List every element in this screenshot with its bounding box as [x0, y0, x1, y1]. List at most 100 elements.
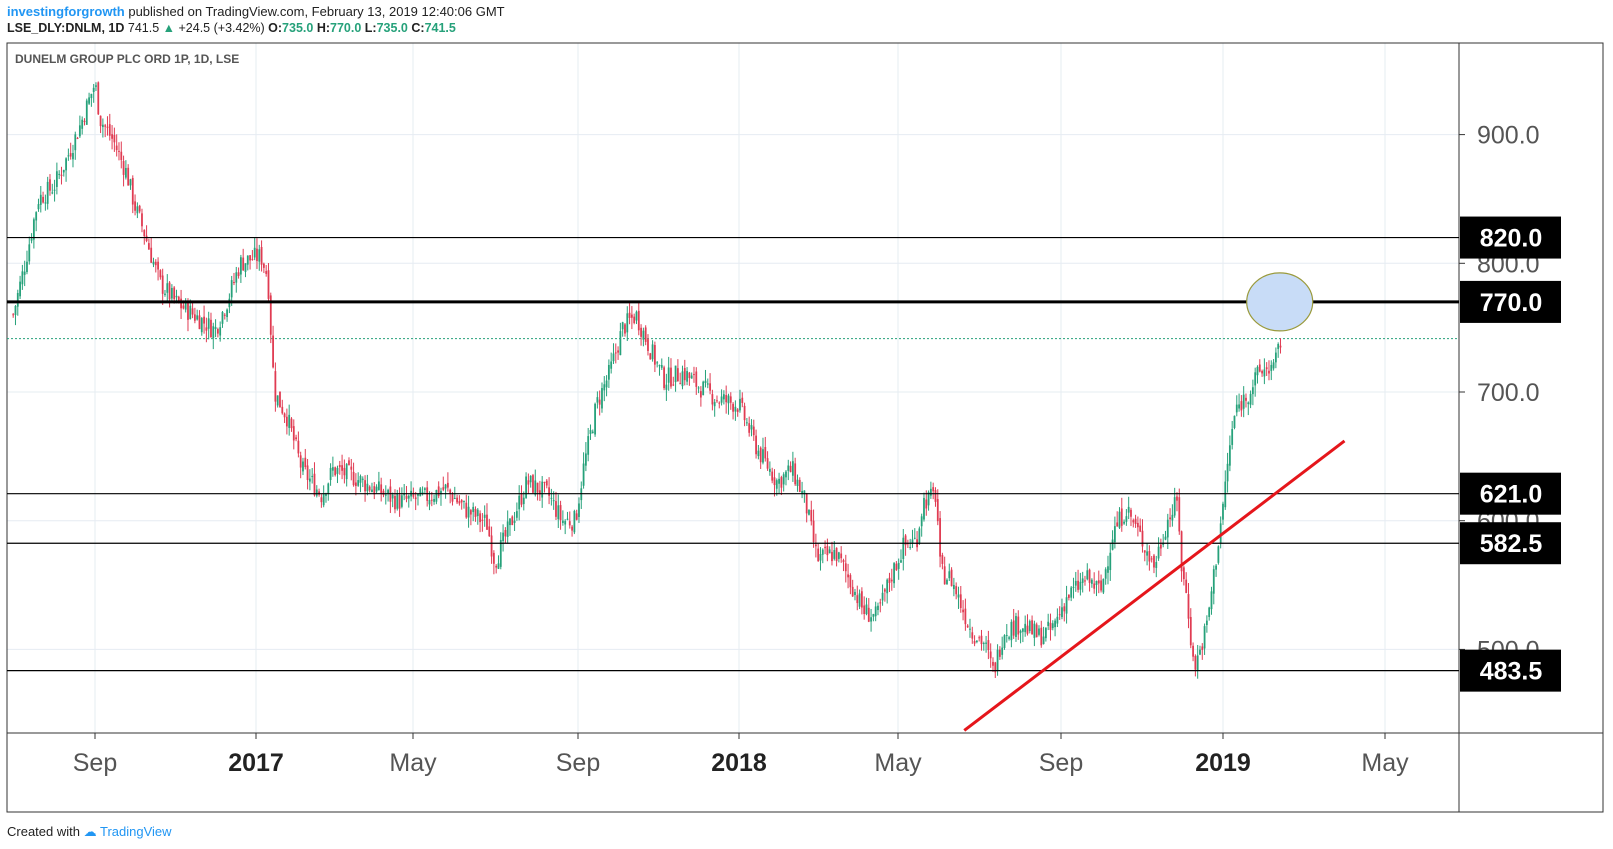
candle-down — [313, 473, 316, 496]
candle-down — [1088, 569, 1091, 583]
candle-down — [182, 305, 185, 309]
candle-down — [630, 314, 633, 318]
author-link[interactable]: investingforgrowth — [7, 4, 125, 19]
candle-up — [787, 465, 790, 471]
level-label-box — [1460, 522, 1561, 565]
candle-down — [343, 467, 346, 476]
candle-up — [621, 322, 624, 330]
candle-down — [693, 374, 695, 376]
candle-up — [854, 591, 856, 596]
candle-up — [757, 450, 760, 457]
candle-down — [814, 544, 817, 547]
candle-up — [226, 309, 228, 318]
candle-down — [672, 384, 675, 386]
candle-down — [127, 167, 130, 186]
candle-up — [1270, 364, 1273, 371]
candle-up — [62, 169, 65, 173]
candle-down — [849, 575, 852, 588]
level-label-text: 582.5 — [1480, 530, 1543, 558]
candle-up — [877, 605, 879, 611]
candle-down — [1141, 530, 1144, 547]
candle-up — [706, 383, 709, 385]
candle-down — [939, 518, 941, 557]
candle-down — [1192, 645, 1194, 657]
candle-down — [458, 501, 461, 504]
candle-up — [1056, 616, 1059, 624]
candle-up — [221, 312, 224, 324]
candle-down — [134, 201, 136, 211]
candle-up — [1028, 621, 1031, 632]
candle-down — [233, 281, 235, 283]
candle-up — [975, 640, 978, 642]
candle-up — [30, 238, 33, 241]
candle-down — [460, 500, 463, 503]
candle-up — [1054, 620, 1056, 628]
candle-up — [1247, 402, 1250, 405]
x-tick-label: Sep — [556, 749, 600, 777]
level-label-text: 621.0 — [1480, 481, 1543, 509]
tradingview-link[interactable]: TradingView — [100, 824, 172, 839]
candle-up — [1203, 626, 1206, 649]
support-trendline — [963, 439, 1346, 732]
symbol-line: LSE_DLY:DNLM, 1D 741.5 ▲ +24.5 (+3.42%) … — [7, 21, 456, 35]
horizontal-levels — [7, 236, 1459, 672]
candle-up — [476, 509, 479, 517]
candle-down — [138, 205, 141, 212]
candle-down — [748, 423, 751, 433]
candle-down — [653, 345, 656, 365]
candle-down — [456, 497, 458, 503]
candle-up — [417, 493, 419, 496]
candle-down — [959, 594, 962, 609]
candle-up — [1086, 570, 1089, 580]
candle-up — [170, 287, 173, 299]
candle-up — [391, 494, 394, 499]
candle-down — [647, 339, 649, 351]
candle-up — [573, 510, 576, 533]
candle-down — [890, 579, 893, 582]
candle-up — [189, 305, 192, 319]
candle-down — [449, 489, 452, 494]
candle-down — [992, 661, 994, 666]
candle-up — [821, 549, 824, 555]
candle-up — [1033, 623, 1036, 638]
candle-down — [334, 467, 337, 476]
candle-down — [709, 383, 711, 391]
candle-down — [320, 497, 323, 503]
candle-down — [987, 640, 990, 651]
candle-up — [927, 492, 930, 506]
candle-down — [412, 492, 415, 497]
candle-down — [842, 560, 845, 563]
candle-up — [690, 375, 693, 379]
candle-down — [180, 298, 182, 309]
candle-up — [1231, 428, 1234, 445]
symbol-label: LSE_DLY:DNLM, 1D — [7, 21, 125, 35]
candle-up — [1102, 578, 1105, 593]
candle-up — [642, 330, 645, 340]
candle-up — [1074, 580, 1077, 586]
candle-up — [136, 206, 139, 214]
candle-up — [1019, 630, 1022, 633]
candle-up — [1242, 394, 1245, 409]
candle-down — [177, 296, 180, 302]
candle-down — [1185, 579, 1188, 593]
candle-down — [1268, 370, 1270, 374]
candle-up — [674, 365, 677, 383]
candle-down — [699, 391, 702, 398]
level-label-box — [1460, 216, 1561, 259]
candle-up — [893, 563, 895, 584]
candle-up — [85, 100, 88, 125]
candle-down — [628, 312, 631, 318]
candle-down — [99, 115, 102, 127]
level-label-text: 483.5 — [1480, 658, 1543, 686]
candle-down — [442, 487, 445, 490]
candle-up — [483, 514, 486, 518]
candle-up — [1118, 511, 1121, 528]
candle-down — [481, 519, 484, 521]
candle-up — [589, 429, 592, 435]
candle-up — [235, 272, 238, 283]
candle-down — [1017, 616, 1020, 635]
candle-up — [704, 380, 707, 383]
candle-down — [1180, 531, 1183, 572]
candle-down — [679, 383, 682, 385]
